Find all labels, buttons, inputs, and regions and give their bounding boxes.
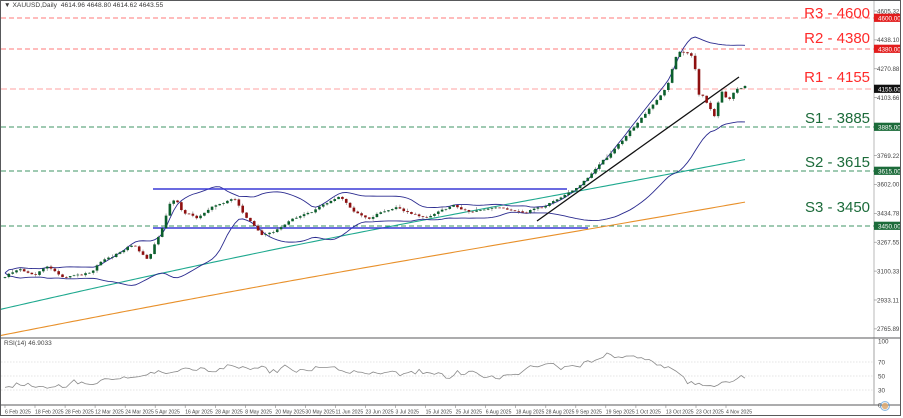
svg-text:12 Mar 2025: 12 Mar 2025 xyxy=(95,410,124,416)
svg-text:3100.33: 3100.33 xyxy=(877,268,900,275)
svg-text:13 Oct 2025: 13 Oct 2025 xyxy=(666,410,694,416)
svg-text:23 Jun 2025: 23 Jun 2025 xyxy=(366,410,394,416)
svg-text:6 Feb 2025: 6 Feb 2025 xyxy=(5,410,31,416)
svg-text:4155.00: 4155.00 xyxy=(878,86,901,93)
svg-text:3450.00: 3450.00 xyxy=(878,223,901,230)
svg-text:50: 50 xyxy=(878,373,886,380)
svg-text:4600.00: 4600.00 xyxy=(878,15,901,22)
svg-text:3434.78: 3434.78 xyxy=(877,211,900,218)
svg-text:3885.00: 3885.00 xyxy=(878,124,901,131)
svg-text:11 Jun 2025: 11 Jun 2025 xyxy=(336,410,364,416)
svg-text:6 Aug 2025: 6 Aug 2025 xyxy=(486,410,512,416)
svg-text:100: 100 xyxy=(878,338,889,345)
svg-text:24 Mar 2025: 24 Mar 2025 xyxy=(125,410,154,416)
svg-text:3267.55: 3267.55 xyxy=(877,240,900,247)
svg-text:5 Apr 2025: 5 Apr 2025 xyxy=(155,410,180,416)
svg-text:3769.22: 3769.22 xyxy=(877,153,900,160)
svg-text:9 Sep 2025: 9 Sep 2025 xyxy=(576,410,602,416)
svg-text:20 May 2025: 20 May 2025 xyxy=(275,410,305,416)
svg-text:19 Sep 2025: 19 Sep 2025 xyxy=(606,410,635,416)
svg-text:3 Jul 2025: 3 Jul 2025 xyxy=(396,410,420,416)
svg-text:30 May 2025: 30 May 2025 xyxy=(305,410,335,416)
svg-text:16 Apr 2025: 16 Apr 2025 xyxy=(185,410,213,416)
svg-text:15 Jul 2025: 15 Jul 2025 xyxy=(426,410,453,416)
svg-text:25 Jul 2025: 25 Jul 2025 xyxy=(456,410,483,416)
svg-text:28 Apr 2025: 28 Apr 2025 xyxy=(215,410,243,416)
svg-text:4103.66: 4103.66 xyxy=(877,95,900,102)
svg-text:3615.00: 3615.00 xyxy=(878,168,901,175)
svg-text:4270.88: 4270.88 xyxy=(877,66,900,73)
svg-text:2933.11: 2933.11 xyxy=(877,297,899,304)
svg-text:28 Feb 2025: 28 Feb 2025 xyxy=(65,410,94,416)
svg-text:4438.10: 4438.10 xyxy=(877,37,900,44)
svg-text:23 Oct 2025: 23 Oct 2025 xyxy=(696,410,724,416)
svg-text:RSI(14) 46.9033: RSI(14) 46.9033 xyxy=(4,340,52,347)
svg-text:28 Aug 2025: 28 Aug 2025 xyxy=(546,410,575,416)
svg-text:30: 30 xyxy=(878,387,886,394)
svg-text:1 Oct 2025: 1 Oct 2025 xyxy=(636,410,661,416)
svg-text:18 Feb 2025: 18 Feb 2025 xyxy=(35,410,64,416)
svg-text:4380.00: 4380.00 xyxy=(878,46,901,53)
svg-text:3602.00: 3602.00 xyxy=(877,182,900,189)
svg-text:70: 70 xyxy=(878,359,886,366)
svg-text:8 May 2025: 8 May 2025 xyxy=(245,410,272,416)
svg-text:4 Nov 2025: 4 Nov 2025 xyxy=(726,410,752,416)
svg-text:18 Aug 2025: 18 Aug 2025 xyxy=(516,410,545,416)
svg-text:2765.89: 2765.89 xyxy=(877,326,900,333)
